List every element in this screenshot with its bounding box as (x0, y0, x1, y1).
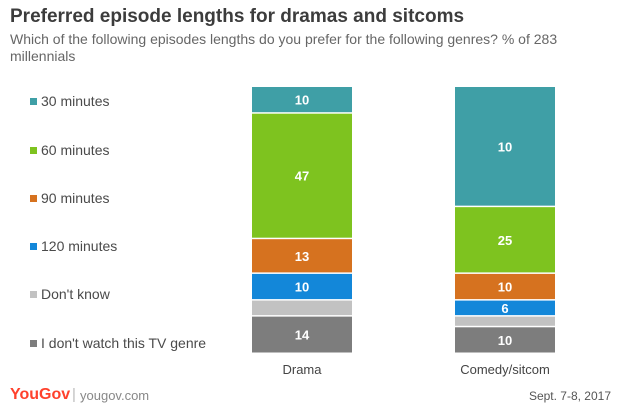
bar-segment (252, 239, 352, 273)
bar-segment (455, 316, 555, 326)
footer-date: Sept. 7-8, 2017 (528, 389, 611, 403)
legend-item-60-minutes: 60 minutes (30, 142, 109, 158)
footer-url: yougov.com (80, 388, 150, 403)
legend-label-120-minutes: 120 minutes (41, 238, 118, 254)
legend-item-90-minutes: 90 minutes (30, 190, 109, 206)
bar-segment (455, 327, 555, 353)
bar-segment (455, 207, 555, 273)
legend-label-90-minutes: 90 minutes (41, 190, 110, 206)
chart-title: Preferred episode lengths for dramas and… (10, 6, 465, 27)
data-label: 10 (498, 333, 512, 348)
bar-segment (455, 300, 555, 316)
legend-label-dont-watch: I don't watch this TV genre (41, 335, 207, 351)
data-label: 47 (295, 169, 309, 184)
data-label: 6 (501, 301, 508, 316)
chart-subtitle: Which of the following episodes lengths … (10, 31, 558, 64)
data-label: 10 (498, 139, 512, 154)
legend-item-dont-know: Don't know (30, 286, 110, 302)
yougov-logo: YouGov (10, 386, 71, 403)
bar-segment (252, 87, 352, 113)
bar-segment (455, 87, 555, 206)
data-label: 10 (295, 93, 309, 108)
legend-swatch-90-minutes (30, 194, 37, 202)
legend-label-60-minutes: 60 minutes (41, 142, 110, 158)
legend: 30 minutes 60 minutes 90 minutes 120 min… (30, 93, 260, 358)
legend-swatch-dont-know (30, 290, 37, 298)
data-label: 10 (295, 280, 309, 295)
data-label: 25 (498, 233, 512, 248)
bar-segment (455, 273, 555, 300)
legend-swatch-120-minutes (30, 242, 37, 250)
data-label: 10 (498, 280, 512, 295)
category-label: Drama (282, 362, 322, 377)
bar-segment (252, 113, 352, 238)
legend-label-dont-know: Don't know (41, 286, 110, 302)
category-label: Comedy/sitcom (460, 362, 550, 377)
data-label: 14 (295, 328, 310, 343)
legend-item-dont-watch: I don't watch this TV genre (30, 335, 206, 351)
bar-segment (252, 316, 352, 353)
data-label: 13 (295, 249, 309, 264)
legend-item-120-minutes: 120 minutes (30, 238, 117, 254)
legend-label-30-minutes: 30 minutes (41, 93, 110, 109)
bar-segment (252, 300, 352, 316)
legend-swatch-30-minutes (30, 97, 37, 105)
legend-swatch-60-minutes (30, 146, 37, 154)
footer-separator: | (72, 386, 76, 403)
legend-swatch-dont-watch (30, 339, 37, 347)
bar-segment (252, 273, 352, 300)
legend-item-30-minutes: 30 minutes (30, 93, 109, 109)
